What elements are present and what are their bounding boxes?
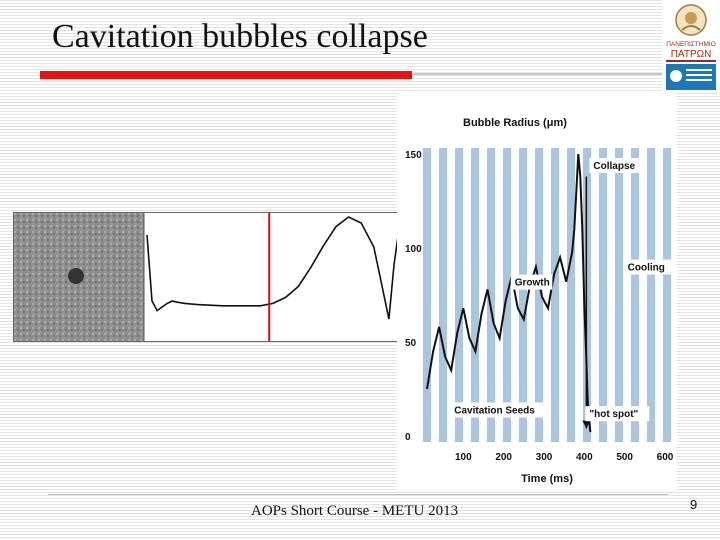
svg-text:Cooling: Cooling — [628, 263, 665, 274]
svg-text:Collapse: Collapse — [593, 161, 635, 172]
page-number: 9 — [690, 497, 698, 512]
bubble-simulation-panel — [13, 212, 400, 342]
chart-annotation: "hot spot" — [585, 406, 650, 422]
chart-annotation: Cavitation Seeds — [450, 402, 548, 418]
title-underline-red — [40, 71, 412, 79]
bubble-radius-chart-svg: Bubble Radius (μm) Time (ms) 0 50 100 150 1… — [405, 117, 674, 485]
svg-text:Cavitation Seeds: Cavitation Seeds — [454, 405, 535, 416]
bubble-dot — [68, 268, 84, 284]
x-tick-label: 300 — [536, 452, 553, 463]
y-tick-label: 0 — [405, 432, 411, 443]
svg-text:"hot spot": "hot spot" — [589, 409, 638, 420]
slide-title: Cavitation bubbles collapse — [52, 18, 428, 55]
x-tick-label: 400 — [576, 452, 593, 463]
chart-annotation: Cooling — [623, 259, 671, 275]
chart-annotation: Collapse — [589, 158, 643, 174]
university-logo-image: ΠΑΝΕΠΙΣΤΗΜΙΟ ΠΑΤΡΩΝ — [666, 4, 716, 90]
simulation-graphic — [14, 213, 400, 341]
x-tick-label: 500 — [616, 452, 633, 463]
chart-annotation: Growth — [510, 274, 553, 290]
bubble-radius-chart: Bubble Radius (μm) Time (ms) 0 50 100 150 1… — [397, 92, 677, 490]
y-tick-label: 50 — [405, 338, 417, 349]
y-axis-label: Bubble Radius (μm) — [463, 117, 567, 129]
title-underline-gray — [412, 73, 670, 75]
y-tick-label: 150 — [405, 150, 422, 161]
logo-line-1: ΠΑΝΕΠΙΣΤΗΜΙΟ — [666, 41, 716, 48]
logo-line-2: ΠΑΤΡΩΝ — [671, 49, 712, 60]
x-tick-label: 100 — [455, 452, 472, 463]
collapse-arrow-head — [582, 420, 591, 429]
svg-text:Growth: Growth — [515, 278, 550, 289]
x-tick-label: 600 — [657, 452, 674, 463]
footer-text: AOPs Short Course - METU 2013 — [251, 503, 459, 519]
x-tick-label: 200 — [495, 452, 512, 463]
university-logo: ΠΑΝΕΠΙΣΤΗΜΙΟ ΠΑΤΡΩΝ — [662, 0, 720, 92]
y-tick-label: 100 — [405, 244, 422, 255]
pressure-wave-line — [146, 216, 400, 320]
x-axis-label: Time (ms) — [521, 473, 573, 485]
footer-divider — [48, 494, 668, 495]
